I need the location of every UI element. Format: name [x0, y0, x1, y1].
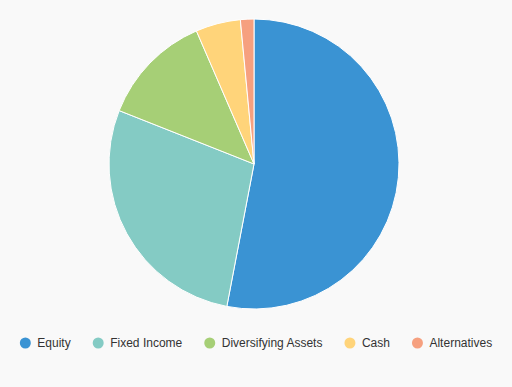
legend-label: Fixed Income [110, 336, 182, 350]
pie [109, 19, 399, 309]
legend-label: Alternatives [429, 336, 492, 350]
legend-label: Equity [37, 336, 70, 350]
legend-marker [344, 338, 355, 349]
legend-marker [93, 338, 104, 349]
legend-label: Diversifying Assets [222, 336, 323, 350]
pie-slice [240, 19, 254, 164]
pie-slice [196, 20, 254, 164]
legend-marker [20, 338, 31, 349]
legend: Equity Fixed Income Diversifying Assets Cas… [20, 336, 492, 350]
chart: Equity Fixed Income Diversifying Assets Cas… [0, 0, 512, 387]
legend-label: Cash [362, 336, 390, 350]
legend-marker [412, 338, 423, 349]
legend-marker [204, 338, 215, 349]
